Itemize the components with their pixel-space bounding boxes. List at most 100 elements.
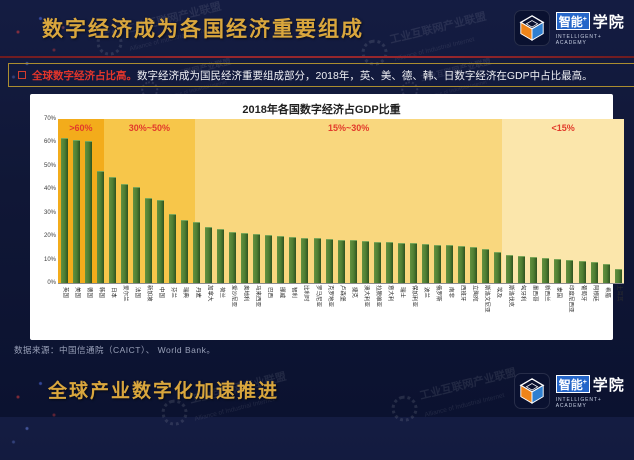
- cube-icon: [519, 15, 545, 41]
- bar-slot: [299, 119, 311, 283]
- bar: [385, 242, 393, 283]
- bar: [542, 258, 550, 283]
- bar: [446, 244, 454, 283]
- bar: [265, 235, 273, 283]
- bar-slot: [576, 119, 588, 283]
- bar-slot: [82, 119, 94, 283]
- x-axis-label: 泰国: [555, 286, 562, 298]
- zone-label: 30%~50%: [128, 123, 171, 133]
- bar-slot: [371, 119, 383, 283]
- x-axis-label: 爱沙尼亚: [230, 285, 237, 308]
- bar-slot: [552, 119, 564, 283]
- bar-slot: [275, 119, 287, 283]
- bar: [373, 241, 381, 283]
- bar-slot: [215, 119, 227, 283]
- bar: [458, 245, 466, 283]
- bar: [614, 269, 622, 283]
- x-axis-label: 意大利: [387, 285, 394, 302]
- brand-logo: 智能+ 学院 INTELLIGENT+ ACADEMY: [514, 373, 634, 409]
- bar-slot: [504, 119, 516, 283]
- bar: [433, 244, 441, 283]
- bar-slot: [419, 119, 431, 283]
- footer-title: 全球产业数字化加速推进: [48, 381, 280, 402]
- bar: [421, 244, 429, 283]
- x-axis-label: 英国: [61, 286, 68, 298]
- x-axis-label: 克罗地亚: [326, 285, 333, 308]
- bar-slot: [564, 119, 576, 283]
- bar: [241, 232, 249, 283]
- x-axis-label: 中国: [158, 286, 165, 298]
- y-axis-tick-label: 10%: [43, 256, 56, 263]
- bar: [168, 214, 176, 283]
- bar: [578, 260, 586, 283]
- x-axis-label: 阿根廷: [591, 285, 598, 302]
- bar-slot: [227, 119, 239, 283]
- cube-logo-icon: [514, 10, 550, 46]
- bar: [506, 255, 514, 283]
- watermark: 工业互联网产业联盟 Alliance of Industrial Interne…: [388, 363, 523, 429]
- bar: [337, 239, 345, 283]
- bar-slot: [178, 119, 190, 283]
- bar: [96, 170, 104, 283]
- bar-slot: [395, 119, 407, 283]
- bar-slot: [359, 119, 371, 283]
- bar: [590, 262, 598, 283]
- bar: [60, 137, 68, 283]
- watermark-text-en: Alliance of Industrial Internet: [423, 392, 506, 419]
- bar: [180, 219, 188, 283]
- bar: [409, 243, 417, 283]
- page-title: 数字经济成为各国经济重要组成: [42, 18, 364, 41]
- bar: [482, 248, 490, 283]
- cube-icon: [519, 378, 545, 404]
- y-axis-tick-label: 20%: [43, 233, 56, 240]
- bar: [470, 247, 478, 283]
- x-axis-label: 芬兰: [170, 286, 177, 298]
- x-axis-label: 奥地利: [242, 285, 249, 302]
- bar: [205, 226, 213, 283]
- x-axis-label: 斯洛文尼亚: [483, 285, 490, 313]
- x-axis-label: 巴西: [266, 286, 273, 298]
- x-axis-label: 日本: [109, 286, 116, 298]
- x-axis-label: 马来西亚: [254, 285, 261, 308]
- bar-slot: [444, 119, 456, 283]
- bar: [132, 187, 140, 283]
- bar-slot: [142, 119, 154, 283]
- header-divider: [0, 56, 634, 58]
- gear-icon: [388, 392, 421, 425]
- bar: [602, 264, 610, 283]
- bar: [397, 242, 405, 283]
- y-axis-tick-label: 0%: [47, 280, 56, 286]
- brand-plus: +: [582, 379, 587, 386]
- bar: [120, 183, 128, 283]
- x-axis-label: 印度尼西亚: [567, 285, 574, 313]
- bar: [217, 229, 225, 283]
- zone-label: >60%: [69, 123, 93, 133]
- bar-slot: [456, 119, 468, 283]
- x-axis-label: 拉脱维亚: [374, 285, 381, 308]
- x-axis-label: 加拿大: [206, 285, 213, 302]
- brand-logo: 智能+ 学院 INTELLIGENT+ ACADEMY: [514, 10, 634, 46]
- y-axis-tick-label: 40%: [43, 186, 56, 193]
- bar-slot: [118, 119, 130, 283]
- bar: [289, 236, 297, 283]
- brand-subtitle: INTELLIGENT+ ACADEMY: [555, 396, 602, 409]
- bar: [277, 236, 285, 283]
- x-axis-label: 瑞士: [399, 286, 406, 298]
- x-axis-label: 保加利亚: [411, 285, 418, 308]
- x-axis-labels: 英国 美国 德国 韩国 日本 爱尔兰 法国 新加坡 中国 芬兰 瑞典 丹麦 加拿大 荷兰 爱沙尼亚 奥地利 马来…: [58, 285, 624, 335]
- x-axis-label: 捷克: [350, 286, 357, 298]
- bar-slot: [251, 119, 263, 283]
- brand-plus: +: [582, 16, 587, 23]
- data-source-note: 数据来源：中国信通院（CAICT）、 World Bank。: [14, 345, 216, 355]
- bar-slot: [70, 119, 82, 283]
- bar-slot: [94, 119, 106, 283]
- x-axis-label: 西班牙: [459, 285, 466, 302]
- x-axis-label: 波兰: [423, 286, 430, 298]
- watermark-text-en: Alliance of Industrial Internet: [393, 36, 476, 63]
- bar-slot: [287, 119, 299, 283]
- x-axis-label: 斯洛伐克: [507, 285, 514, 308]
- brand-subtitle: INTELLIGENT+ ACADEMY: [555, 33, 602, 46]
- bar-slot: [311, 119, 323, 283]
- x-axis-label: 罗马尼亚: [314, 285, 321, 308]
- bar-slot: [154, 119, 166, 283]
